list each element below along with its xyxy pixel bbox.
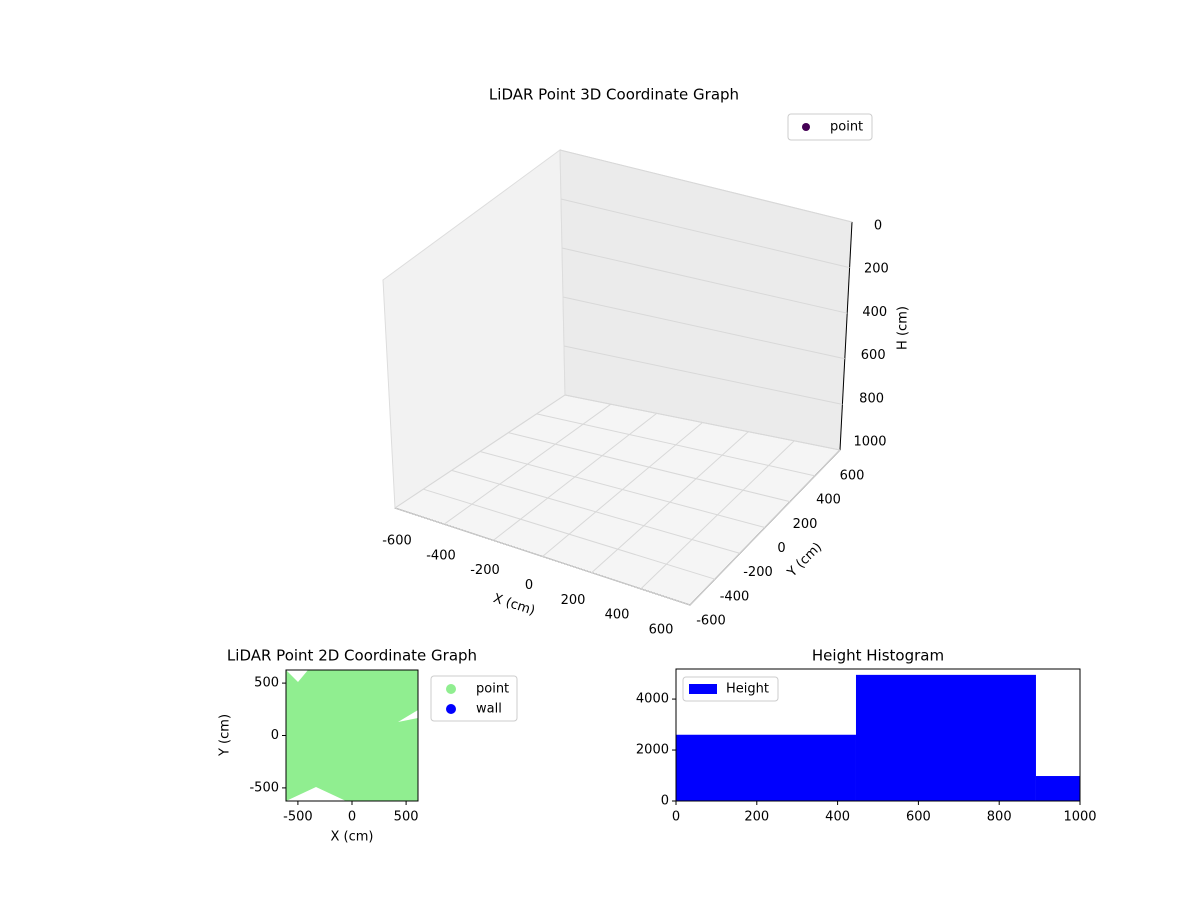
point-cloud-area	[286, 670, 418, 801]
h-axis-label: H (cm)	[896, 306, 911, 350]
x-tick-label: 0	[672, 810, 680, 825]
legend-box	[787, 113, 873, 141]
y-tick-label: 0	[271, 728, 279, 743]
axes-3d-panes	[382, 149, 853, 606]
x-tick-label: 0	[348, 810, 356, 825]
y-tick-label: 600	[840, 469, 865, 484]
x-tick-label: -600	[382, 534, 412, 549]
grid-line	[560, 198, 850, 269]
legend-marker	[446, 684, 456, 694]
h-tick-label: 400	[862, 305, 887, 320]
y-tick-label: -200	[743, 565, 773, 580]
chart-title: Height Histogram	[812, 647, 944, 665]
x-tick-label: 500	[394, 810, 419, 825]
grid-line	[536, 413, 816, 477]
axes-frame	[675, 668, 1081, 802]
y-tick-label: -500	[249, 780, 279, 795]
y-tick-label: 400	[816, 493, 841, 508]
x-tick-label: 600	[649, 623, 674, 638]
grid-line	[451, 469, 741, 554]
bar	[855, 674, 1036, 801]
x-tick-label: 400	[605, 608, 630, 623]
x-tick-label: -400	[426, 548, 456, 563]
y-tick-label: -400	[720, 589, 750, 604]
h-tick-label: 1000	[853, 435, 886, 450]
gap	[286, 670, 308, 682]
grid-line	[479, 451, 766, 528]
legend-marker	[446, 704, 456, 714]
x-tick-label: 800	[987, 810, 1012, 825]
gap	[398, 710, 418, 722]
y-tick-label: 200	[793, 517, 818, 532]
y-tick-label: 4000	[636, 692, 669, 707]
legend-label: point	[476, 682, 509, 697]
x-tick-label: 400	[825, 810, 850, 825]
grid-line	[562, 296, 845, 360]
legend-marker	[689, 684, 717, 694]
h-tick-label: 200	[864, 262, 889, 277]
y-tick-label: 500	[254, 676, 279, 691]
x-axis-label: X (cm)	[331, 830, 374, 845]
gap	[286, 787, 346, 801]
legend-label: Height	[726, 682, 769, 697]
bar	[676, 734, 856, 801]
x-tick-label: 1000	[1063, 810, 1096, 825]
bars	[676, 674, 1080, 801]
legend-box	[682, 676, 779, 702]
y-axis-label: Y (cm)	[218, 714, 233, 757]
y-tick-label: -600	[696, 614, 726, 629]
grid-line	[564, 394, 841, 451]
grid-line	[561, 247, 848, 314]
bar	[1035, 776, 1080, 801]
grid-line	[508, 432, 791, 503]
x-tick-label: 600	[906, 810, 931, 825]
h-tick-label: 800	[859, 391, 884, 406]
legend-label: point	[830, 120, 863, 135]
x-tick-label: 200	[744, 810, 769, 825]
grid-line	[394, 507, 691, 606]
y-tick-label: 2000	[636, 743, 669, 758]
legend-label: wall	[476, 702, 502, 717]
x-tick-label: -200	[470, 563, 500, 578]
grid-line	[559, 149, 853, 223]
h-tick-label: 600	[861, 348, 886, 363]
h-axis-line	[839, 221, 853, 451]
x-tick-label: -500	[283, 810, 313, 825]
chart-title: LiDAR Point 3D Coordinate Graph	[489, 86, 739, 104]
h-tick-label: 0	[874, 219, 882, 234]
x-tick-label: 0	[525, 578, 533, 593]
legend-marker	[802, 123, 810, 131]
y-tick-label: 0	[661, 794, 669, 809]
grid-line	[423, 488, 716, 580]
chart-title: LiDAR Point 2D Coordinate Graph	[227, 647, 477, 665]
grid-line	[563, 345, 843, 405]
y-tick-label: 0	[777, 541, 785, 556]
x-tick-label: 200	[561, 593, 586, 608]
